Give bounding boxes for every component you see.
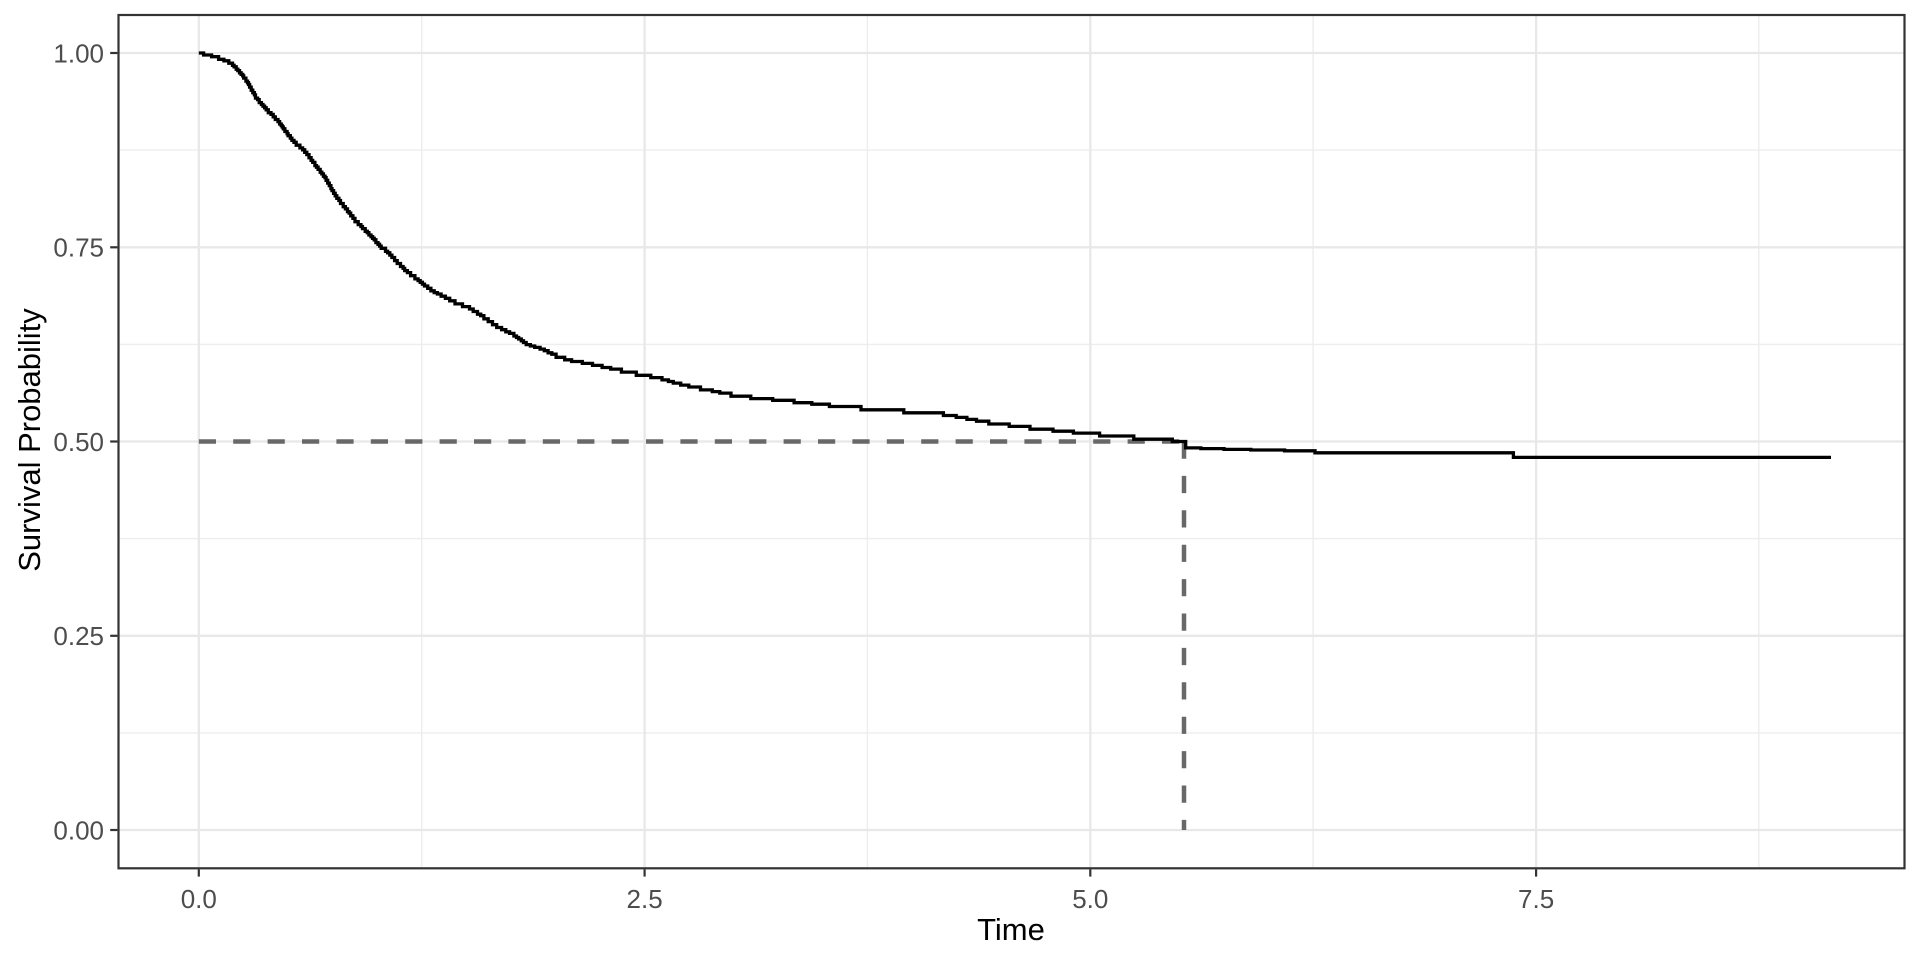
svg-text:0.00: 0.00 — [53, 815, 104, 845]
svg-text:5.0: 5.0 — [1072, 884, 1108, 914]
svg-text:0.0: 0.0 — [181, 884, 217, 914]
svg-text:Time: Time — [977, 912, 1045, 947]
svg-text:Survival Probability: Survival Probability — [12, 308, 47, 572]
svg-text:2.5: 2.5 — [627, 884, 663, 914]
svg-text:7.5: 7.5 — [1518, 884, 1554, 914]
svg-text:0.50: 0.50 — [53, 427, 104, 457]
svg-text:0.75: 0.75 — [53, 233, 104, 263]
svg-text:1.00: 1.00 — [53, 38, 104, 68]
svg-text:0.25: 0.25 — [53, 621, 104, 651]
